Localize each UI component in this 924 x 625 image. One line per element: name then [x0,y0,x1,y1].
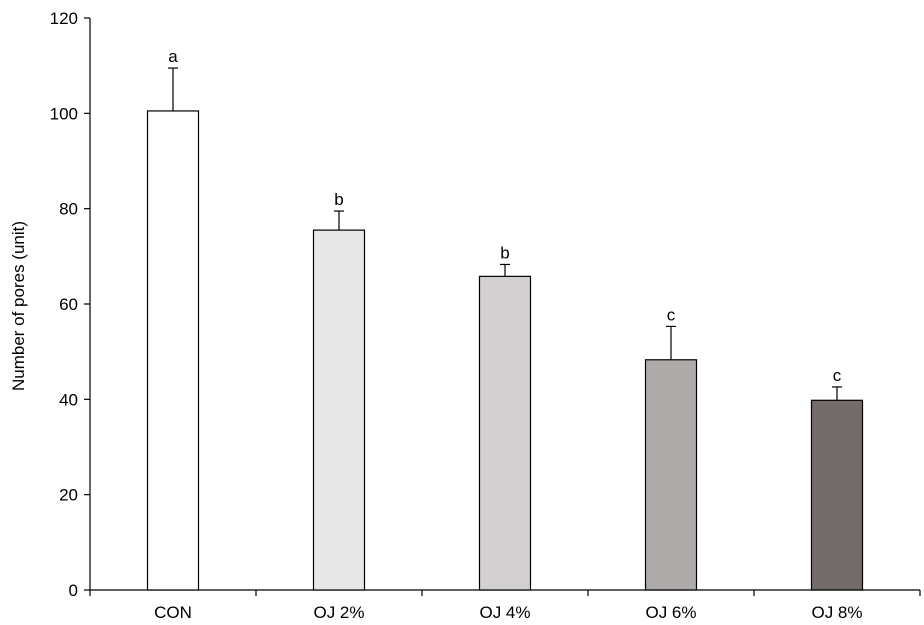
x-tick-label: OJ 6% [645,603,696,622]
significance-label: b [500,243,509,262]
y-tick-label: 60 [59,295,78,314]
bars: a b b c c [146,47,864,591]
x-tick-label: CON [154,603,192,622]
y-tick-label: 100 [50,104,78,123]
significance-label: a [168,47,178,66]
x-tick-label: OJ 8% [811,603,862,622]
bar [644,359,698,591]
significance-label: c [667,305,676,324]
y-tick-label: 20 [59,486,78,505]
significance-label: b [334,190,343,209]
x-tick-label: OJ 2% [313,603,364,622]
bar [810,399,864,591]
bar [312,229,366,591]
y-axis-label: Number of pores (unit) [9,221,28,391]
y-tick-label: 0 [69,581,78,600]
bar [146,110,200,591]
y-tick-label: 80 [59,200,78,219]
y-tick-label: 120 [50,9,78,28]
y-tick-label: 40 [59,390,78,409]
axes: 0 20 40 60 80 100 120 CON OJ 2% OJ 4% OJ 6% OJ 8% [50,9,921,622]
x-tick-label: OJ 4% [479,603,530,622]
bar [478,275,532,591]
significance-label: c [833,366,842,385]
